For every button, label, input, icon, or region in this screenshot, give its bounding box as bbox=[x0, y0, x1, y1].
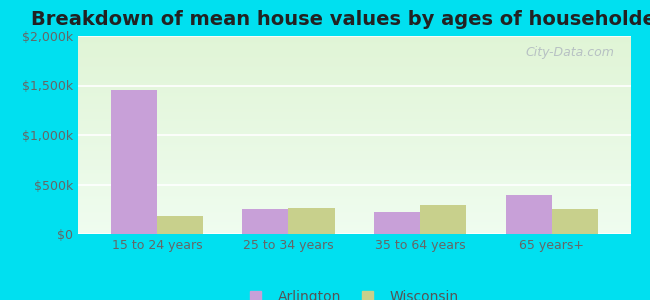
Legend: Arlington, Wisconsin: Arlington, Wisconsin bbox=[244, 284, 464, 300]
Bar bbox=[289, 208, 335, 234]
Bar bbox=[157, 216, 203, 234]
Bar bbox=[552, 209, 597, 234]
Bar bbox=[374, 212, 420, 234]
Title: Breakdown of mean house values by ages of householders: Breakdown of mean house values by ages o… bbox=[31, 10, 650, 29]
Text: City-Data.com: City-Data.com bbox=[525, 46, 614, 59]
Bar bbox=[242, 209, 289, 234]
Bar bbox=[111, 91, 157, 234]
Bar bbox=[420, 205, 466, 234]
Bar bbox=[506, 195, 552, 234]
